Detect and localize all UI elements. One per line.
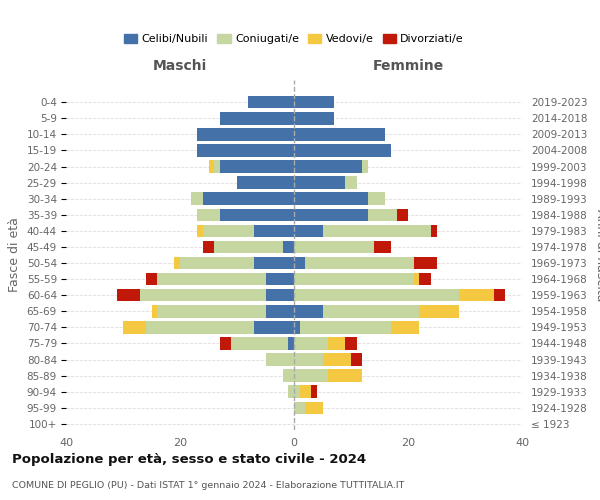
Bar	[431, 224, 437, 237]
Bar	[414, 273, 419, 285]
Bar	[294, 208, 368, 221]
Bar	[140, 289, 265, 302]
Bar	[391, 321, 419, 334]
Bar	[157, 305, 265, 318]
Bar	[419, 273, 431, 285]
Bar	[294, 240, 374, 253]
Bar	[294, 112, 334, 124]
Bar	[294, 224, 323, 237]
Bar	[305, 402, 323, 414]
Bar	[294, 370, 328, 382]
Bar	[197, 128, 294, 140]
Bar	[232, 337, 289, 349]
Bar	[197, 208, 220, 221]
Bar	[460, 289, 493, 302]
Bar	[254, 321, 294, 334]
Bar	[294, 289, 460, 302]
Text: Femmine: Femmine	[373, 59, 443, 73]
Bar	[157, 273, 265, 285]
Bar	[323, 224, 431, 237]
Bar	[146, 321, 254, 334]
Bar	[323, 354, 351, 366]
Bar	[346, 176, 356, 189]
Y-axis label: Anni di nascita: Anni di nascita	[594, 209, 600, 301]
Bar	[328, 370, 362, 382]
Bar	[362, 160, 368, 173]
Text: Popolazione per età, sesso e stato civile - 2024: Popolazione per età, sesso e stato civil…	[12, 452, 366, 466]
Bar	[203, 192, 294, 205]
Bar	[289, 337, 294, 349]
Bar	[283, 370, 294, 382]
Bar	[397, 208, 408, 221]
Bar	[265, 273, 294, 285]
Y-axis label: Fasce di età: Fasce di età	[8, 218, 21, 292]
Bar	[368, 208, 397, 221]
Bar	[294, 321, 300, 334]
Bar	[294, 354, 323, 366]
Bar	[294, 257, 305, 270]
Bar	[300, 321, 391, 334]
Bar	[493, 289, 505, 302]
Bar	[220, 208, 294, 221]
Bar	[214, 240, 283, 253]
Bar	[123, 321, 146, 334]
Bar	[209, 160, 214, 173]
Bar	[289, 386, 294, 398]
Bar	[294, 160, 362, 173]
Bar	[237, 176, 294, 189]
Bar	[294, 402, 305, 414]
Bar	[374, 240, 391, 253]
Bar	[220, 112, 294, 124]
Bar	[220, 337, 232, 349]
Bar	[180, 257, 254, 270]
Legend: Celibi/Nubili, Coniugati/e, Vedovi/e, Divorziati/e: Celibi/Nubili, Coniugati/e, Vedovi/e, Di…	[119, 30, 469, 49]
Bar	[294, 96, 334, 108]
Bar	[323, 305, 419, 318]
Bar	[203, 224, 254, 237]
Bar	[254, 224, 294, 237]
Bar	[175, 257, 180, 270]
Bar	[220, 160, 294, 173]
Bar	[248, 96, 294, 108]
Bar	[283, 240, 294, 253]
Bar	[203, 240, 214, 253]
Bar	[254, 257, 294, 270]
Bar	[151, 305, 157, 318]
Bar	[146, 273, 157, 285]
Text: COMUNE DI PEGLIO (PU) - Dati ISTAT 1° gennaio 2024 - Elaborazione TUTTITALIA.IT: COMUNE DI PEGLIO (PU) - Dati ISTAT 1° ge…	[12, 481, 404, 490]
Bar	[265, 289, 294, 302]
Bar	[294, 337, 328, 349]
Bar	[265, 354, 294, 366]
Bar	[191, 192, 203, 205]
Bar	[197, 224, 203, 237]
Bar	[294, 273, 414, 285]
Bar	[328, 337, 346, 349]
Bar	[294, 305, 323, 318]
Bar	[300, 386, 311, 398]
Bar	[419, 305, 460, 318]
Bar	[265, 305, 294, 318]
Bar	[294, 144, 391, 156]
Bar	[294, 128, 385, 140]
Bar	[294, 192, 368, 205]
Bar	[346, 337, 356, 349]
Bar	[414, 257, 437, 270]
Bar	[214, 160, 220, 173]
Text: Maschi: Maschi	[153, 59, 207, 73]
Bar	[294, 176, 346, 189]
Bar	[118, 289, 140, 302]
Bar	[294, 386, 300, 398]
Bar	[311, 386, 317, 398]
Bar	[351, 354, 362, 366]
Bar	[305, 257, 414, 270]
Bar	[197, 144, 294, 156]
Bar	[368, 192, 385, 205]
